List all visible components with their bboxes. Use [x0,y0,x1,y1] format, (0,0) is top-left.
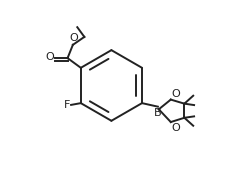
Text: B: B [154,108,162,118]
Text: O: O [69,33,78,43]
Text: O: O [45,52,54,62]
Text: O: O [172,123,180,133]
Text: O: O [172,89,180,99]
Text: F: F [64,100,70,110]
